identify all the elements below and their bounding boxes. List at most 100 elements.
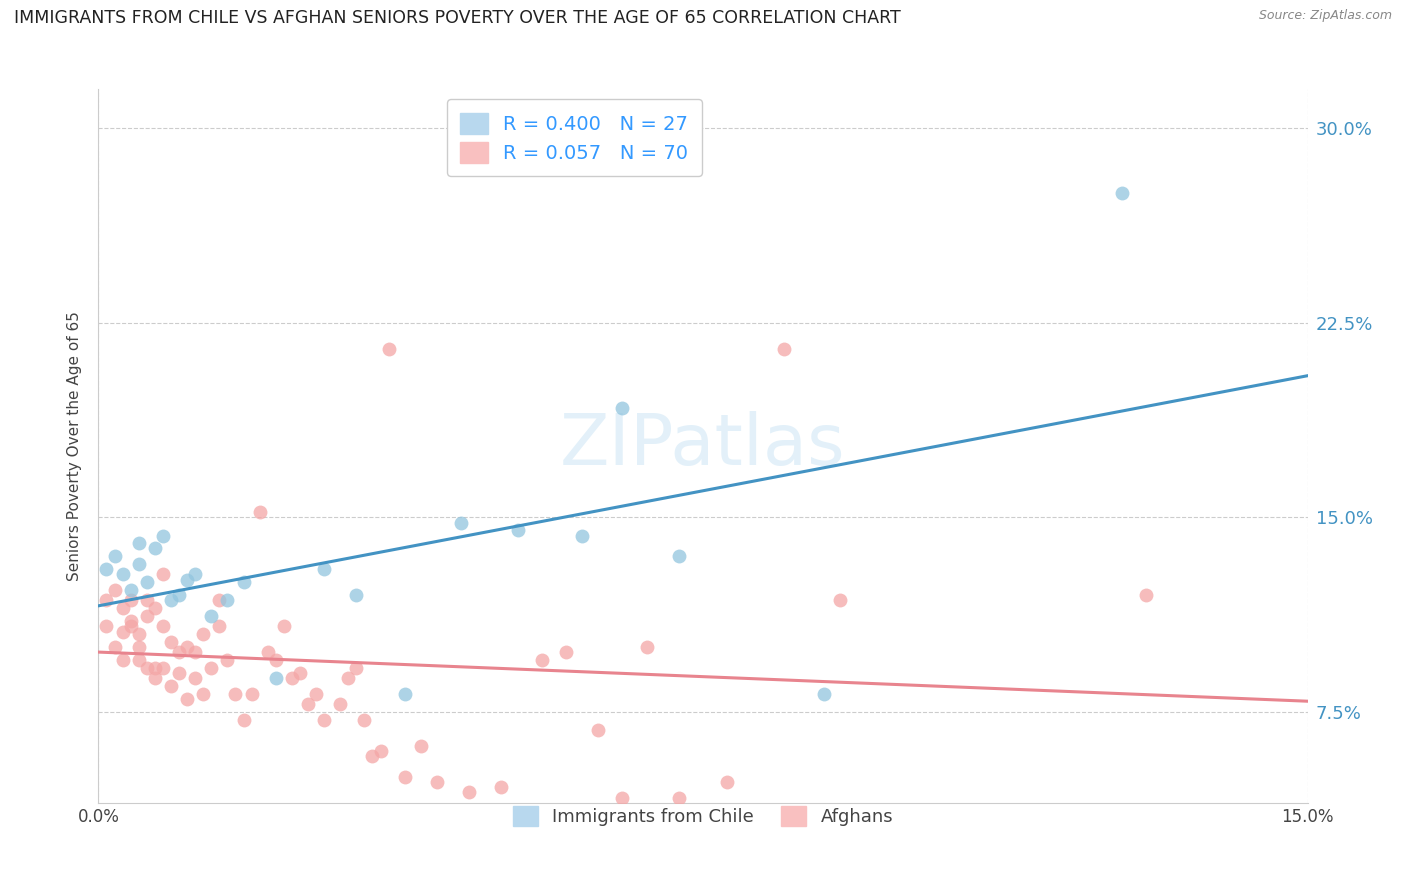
Point (200, 609, 222, 624)
Point (96, 619, 118, 633)
Point (344, 588, 367, 602)
Point (668, 549, 690, 564)
Point (530, 653, 553, 667)
Point (281, 671, 304, 685)
Point (111, 601, 134, 615)
Point (143, 541, 166, 556)
Point (120, 614, 142, 628)
Point (716, 775, 738, 789)
Point (111, 567, 134, 582)
Point (273, 619, 295, 633)
Point (458, 785, 481, 799)
Point (217, 593, 239, 607)
Point (314, 562, 336, 576)
Point (555, 645, 578, 659)
Point (111, 624, 134, 639)
Point (135, 661, 157, 675)
Point (167, 645, 190, 659)
Point (668, 790, 690, 805)
Point (111, 653, 134, 667)
Point (370, 744, 392, 758)
Point (160, 679, 183, 693)
Point (167, 588, 190, 602)
Point (135, 593, 157, 607)
Point (337, 671, 360, 685)
Point (152, 661, 174, 675)
Point (128, 640, 150, 654)
Point (305, 687, 328, 701)
Y-axis label: Seniors Poverty Over the Age of 65: Seniors Poverty Over the Age of 65 (67, 311, 83, 581)
Point (184, 567, 207, 582)
Point (176, 692, 198, 706)
Point (128, 627, 150, 641)
Point (128, 536, 150, 550)
Point (264, 671, 287, 685)
Point (232, 713, 254, 727)
Point (264, 653, 287, 667)
Point (426, 775, 449, 789)
Point (152, 567, 174, 582)
Point (288, 666, 311, 681)
Point (772, 342, 794, 356)
Point (103, 640, 125, 654)
Point (409, 739, 432, 753)
Point (636, 640, 658, 654)
Point (1135, 588, 1157, 602)
Point (249, 505, 271, 519)
Point (586, 723, 609, 738)
Point (135, 575, 157, 590)
Point (450, 516, 472, 530)
Point (135, 609, 157, 624)
Point (152, 528, 174, 542)
Point (224, 687, 246, 701)
Point (217, 653, 239, 667)
Point (232, 575, 254, 590)
Text: IMMIGRANTS FROM CHILE VS AFGHAN SENIORS POVERTY OVER THE AGE OF 65 CORRELATION C: IMMIGRANTS FROM CHILE VS AFGHAN SENIORS … (14, 9, 901, 27)
Point (828, 593, 851, 607)
Point (184, 671, 207, 685)
Point (128, 653, 150, 667)
Point (208, 619, 231, 633)
Point (128, 557, 150, 571)
Text: ZIPatlas: ZIPatlas (560, 411, 846, 481)
Point (208, 593, 231, 607)
Point (394, 770, 416, 784)
Point (297, 697, 319, 711)
Point (491, 780, 513, 795)
Point (176, 640, 198, 654)
Point (506, 524, 529, 538)
Point (344, 661, 367, 675)
Point (160, 635, 183, 649)
Point (96, 593, 118, 607)
Point (184, 645, 207, 659)
Point (167, 666, 190, 681)
Point (120, 593, 142, 607)
Point (813, 687, 835, 701)
Point (240, 687, 263, 701)
Point (120, 619, 142, 633)
Point (143, 661, 166, 675)
Point (143, 601, 166, 615)
Point (103, 549, 125, 564)
Point (96, 562, 118, 576)
Point (256, 645, 278, 659)
Point (176, 573, 198, 587)
Point (143, 671, 166, 685)
Point (160, 593, 183, 607)
Point (1111, 186, 1133, 200)
Point (193, 687, 215, 701)
Point (329, 697, 352, 711)
Point (152, 619, 174, 633)
Point (361, 749, 384, 764)
Text: Source: ZipAtlas.com: Source: ZipAtlas.com (1258, 9, 1392, 22)
Point (571, 528, 593, 542)
Point (612, 401, 634, 416)
Legend: Immigrants from Chile, Afghans: Immigrants from Chile, Afghans (502, 795, 904, 837)
Point (120, 582, 142, 597)
Point (193, 627, 215, 641)
Point (353, 713, 375, 727)
Point (314, 713, 336, 727)
Point (612, 790, 634, 805)
Point (394, 687, 416, 701)
Point (103, 582, 125, 597)
